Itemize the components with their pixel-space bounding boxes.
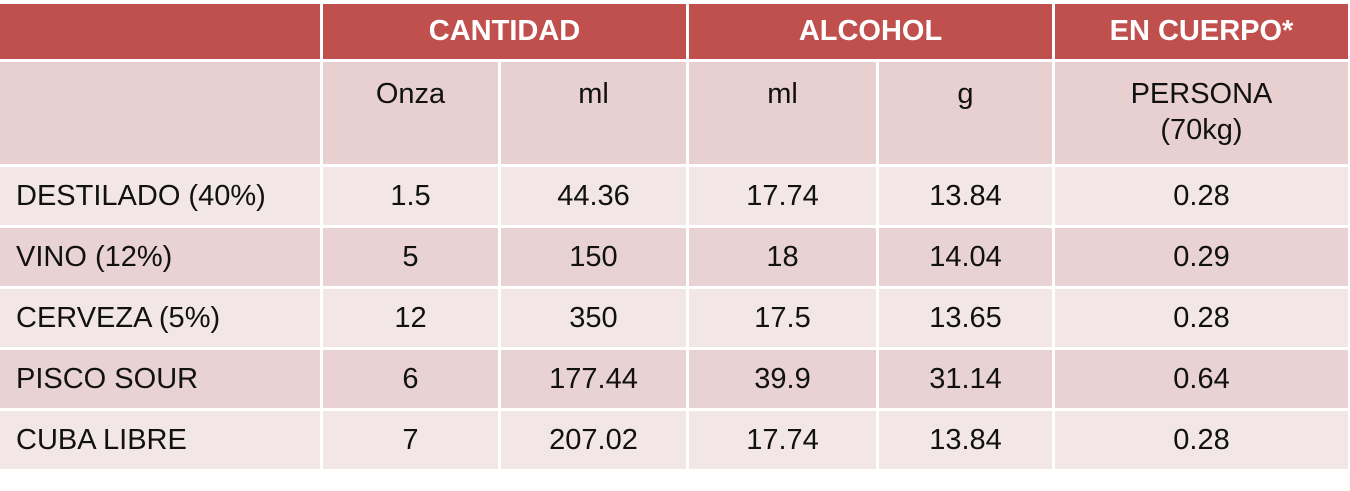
data-cell: 0.28 [1055,289,1348,347]
row-label: CERVEZA (5%) [0,289,320,347]
data-cell: 13.84 [879,167,1052,225]
column-header: ml [689,62,876,164]
data-cell: 7 [323,411,498,469]
empty-cell [0,62,320,164]
column-header: Onza [323,62,498,164]
group-header: EN CUERPO* [1055,4,1348,59]
data-cell: 0.64 [1055,350,1348,408]
data-cell: 150 [501,228,686,286]
data-cell: 12 [323,289,498,347]
group-header: ALCOHOL [689,4,1052,59]
table-row: DESTILADO (40%) 1.5 44.36 17.74 13.84 0.28 [0,167,1348,225]
data-cell: 17.5 [689,289,876,347]
row-label: VINO (12%) [0,228,320,286]
row-label: PISCO SOUR [0,350,320,408]
data-cell: 0.28 [1055,411,1348,469]
data-cell: 6 [323,350,498,408]
table-row: PISCO SOUR 6 177.44 39.9 31.14 0.64 [0,350,1348,408]
data-cell: 1.5 [323,167,498,225]
data-cell: 13.84 [879,411,1052,469]
row-label: DESTILADO (40%) [0,167,320,225]
data-cell: 13.65 [879,289,1052,347]
data-cell: 31.14 [879,350,1052,408]
data-cell: 39.9 [689,350,876,408]
data-cell: 18 [689,228,876,286]
column-header: PERSONA (70kg) [1055,62,1348,164]
column-header: ml [501,62,686,164]
group-header: CANTIDAD [323,4,686,59]
data-cell: 5 [323,228,498,286]
data-cell: 17.74 [689,167,876,225]
data-cell: 177.44 [501,350,686,408]
data-cell: 0.28 [1055,167,1348,225]
table-row: CUBA LIBRE 7 207.02 17.74 13.84 0.28 [0,411,1348,469]
row-label: CUBA LIBRE [0,411,320,469]
table-row: CANTIDAD ALCOHOL EN CUERPO* [0,4,1348,59]
table: CANTIDAD ALCOHOL EN CUERPO* Onza ml ml g PERSON… [0,1,1350,472]
empty-cell [0,4,320,59]
data-cell: 44.36 [501,167,686,225]
data-cell: 207.02 [501,411,686,469]
data-cell: 350 [501,289,686,347]
data-cell: 17.74 [689,411,876,469]
table-row: CERVEZA (5%) 12 350 17.5 13.65 0.28 [0,289,1348,347]
column-header: g [879,62,1052,164]
data-cell: 14.04 [879,228,1052,286]
table-row: VINO (12%) 5 150 18 14.04 0.29 [0,228,1348,286]
table-row: Onza ml ml g PERSONA (70kg) [0,62,1348,164]
data-cell: 0.29 [1055,228,1348,286]
